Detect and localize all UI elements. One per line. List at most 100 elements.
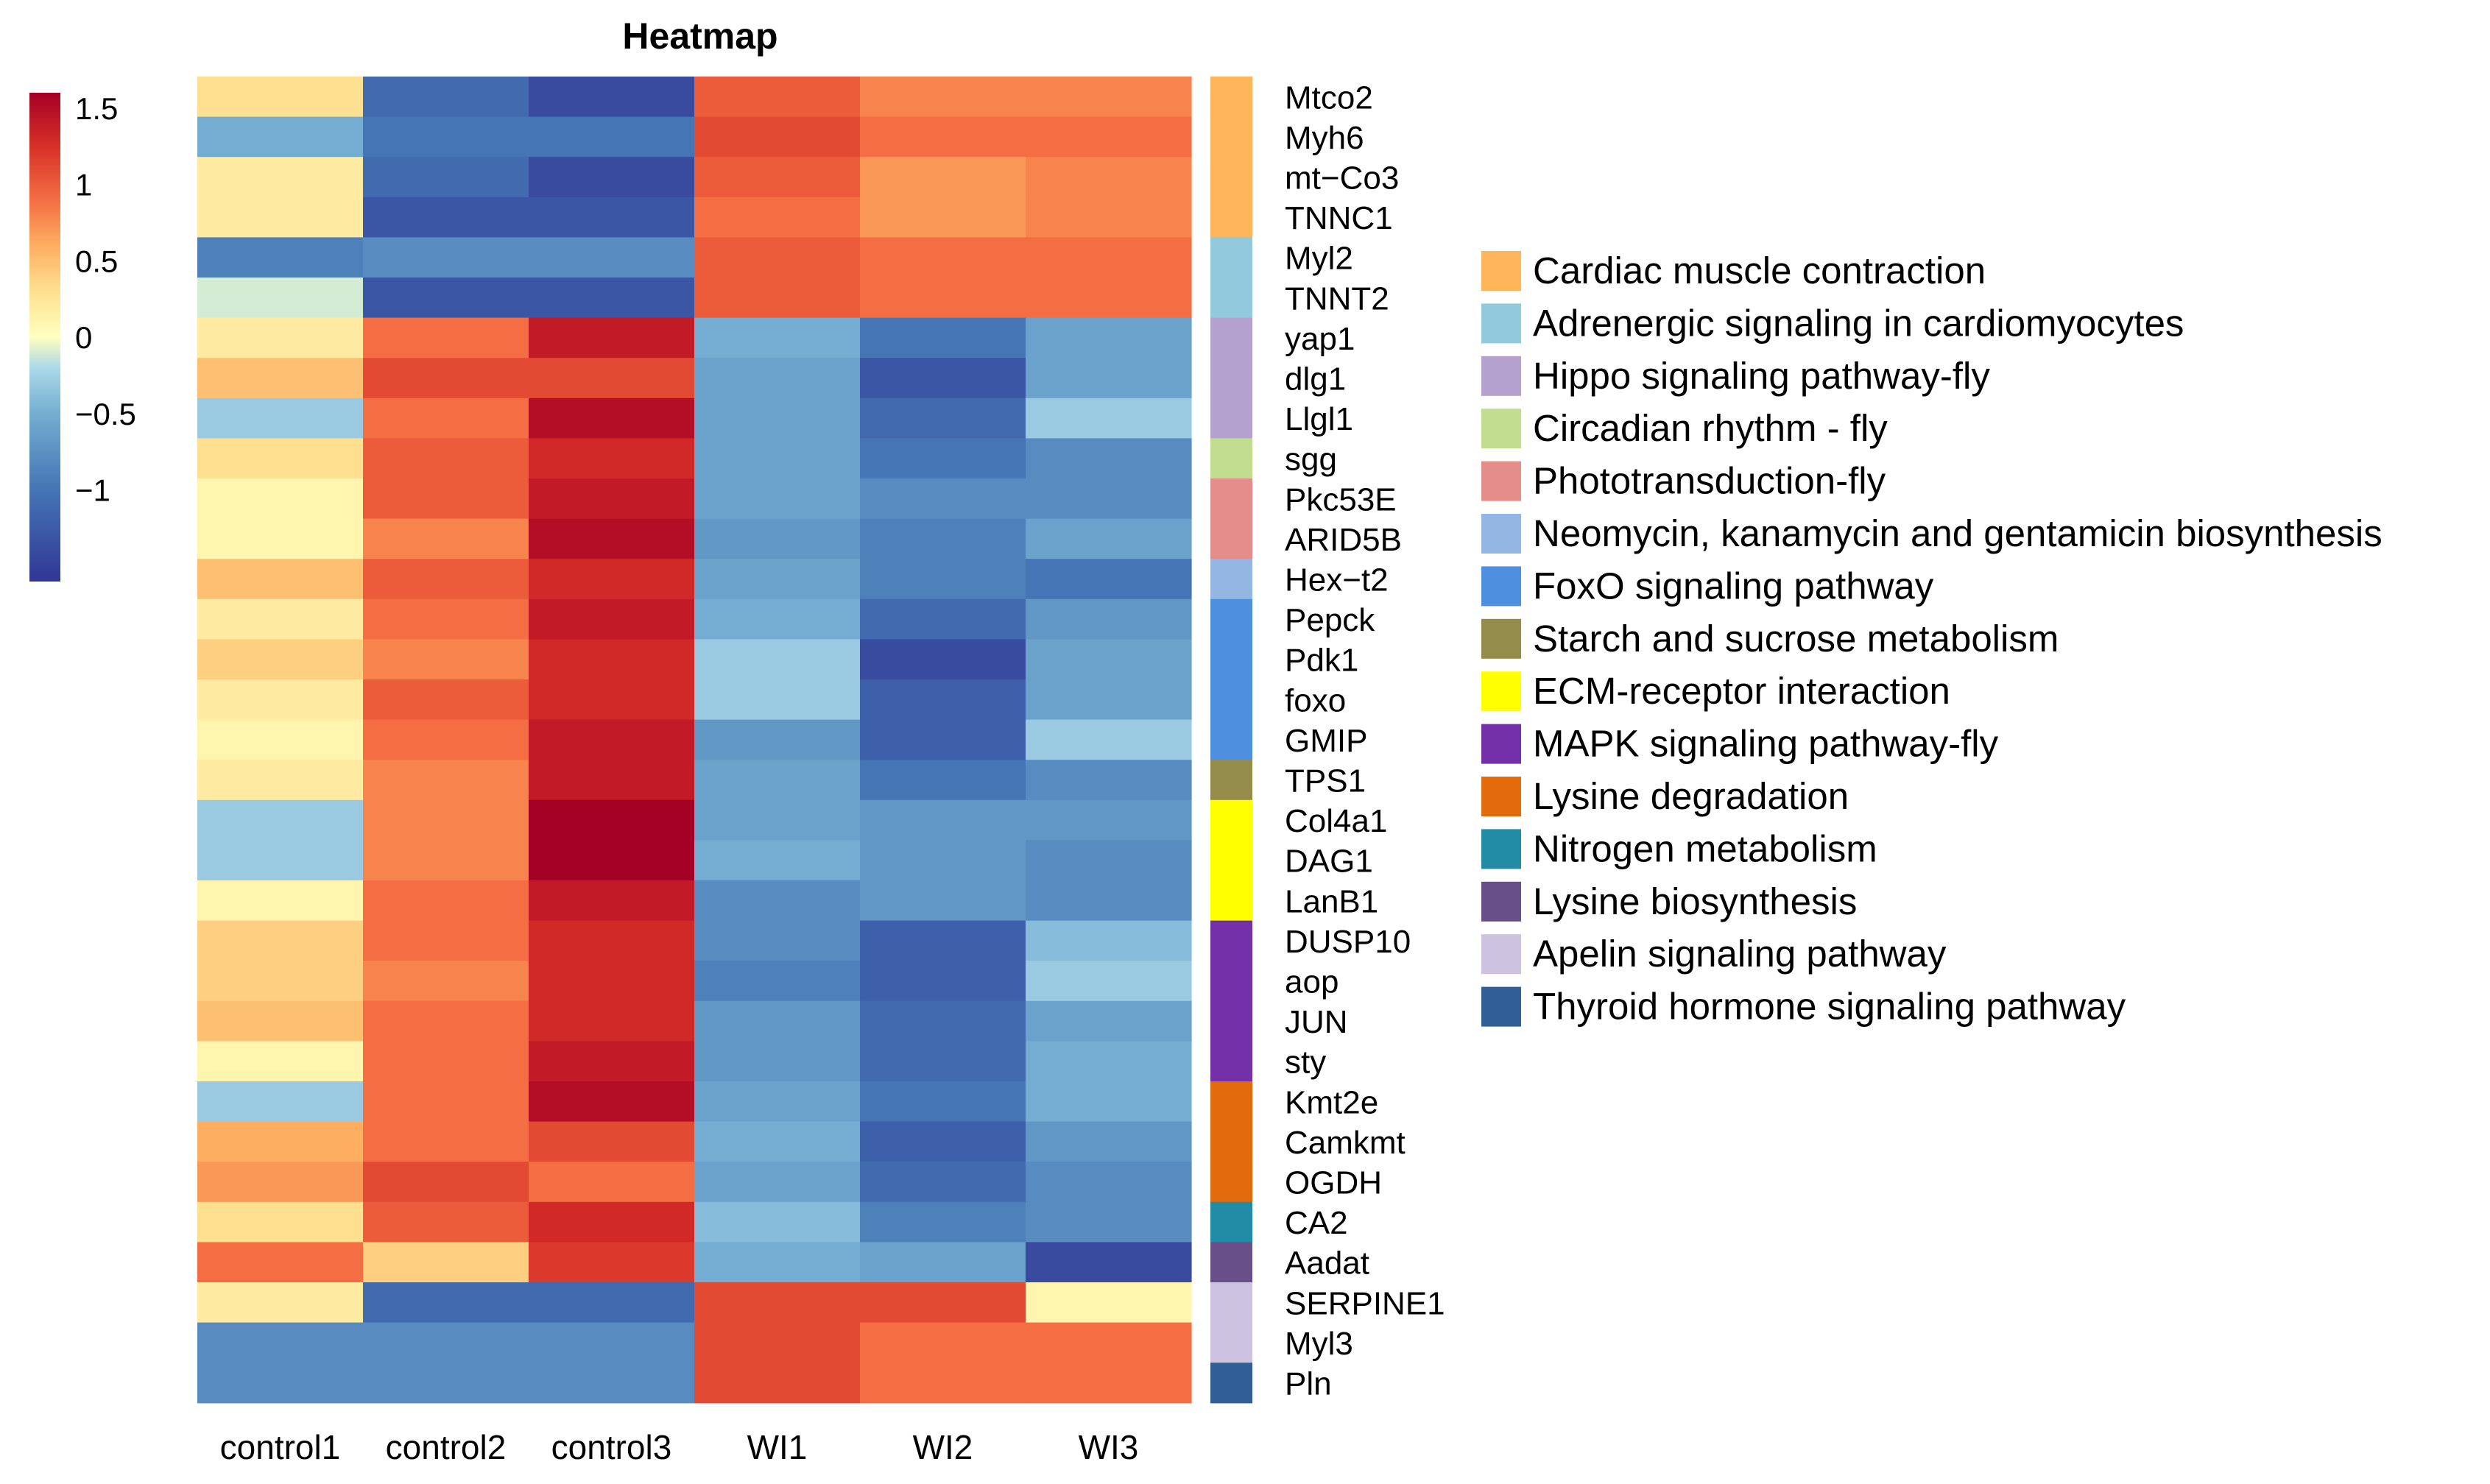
legend-swatch: [1481, 881, 1521, 922]
heatmap-cell: [363, 760, 529, 801]
pathway-strip-cell: [1210, 317, 1252, 358]
heatmap-cell: [694, 598, 861, 640]
color-scale-tick-label: −0.5: [75, 397, 136, 431]
pathway-strip-cell: [1210, 961, 1252, 1002]
pathway-strip-cell: [1210, 278, 1252, 319]
row-label: sgg: [1285, 442, 1337, 478]
heatmap-cell: [529, 1041, 695, 1082]
heatmap-cell: [694, 920, 861, 961]
heatmap-cell: [1026, 920, 1192, 961]
heatmap-cell: [1026, 1322, 1192, 1363]
row-label: Pln: [1285, 1366, 1332, 1402]
heatmap-cell: [860, 639, 1026, 680]
heatmap-cell: [860, 559, 1026, 600]
heatmap-cell: [197, 358, 364, 399]
row-label: dlg1: [1285, 361, 1346, 398]
heatmap-cell: [694, 1041, 861, 1082]
color-scale-legend: 1.5 1 0.5 0 −0.5 −1: [29, 91, 136, 582]
row-label: Myl3: [1285, 1326, 1353, 1362]
heatmap-cell: [860, 760, 1026, 801]
heatmap-cell: [197, 559, 364, 600]
chart-title: Heatmap: [622, 15, 777, 57]
heatmap-cell: [694, 398, 861, 439]
heatmap-cell: [363, 840, 529, 881]
legend-swatch: [1481, 724, 1521, 764]
heatmap-cell: [694, 478, 861, 520]
row-label: Aadat: [1285, 1246, 1369, 1282]
heatmap-cell: [694, 679, 861, 721]
column-label: WI2: [913, 1428, 973, 1466]
row-label: Pkc53E: [1285, 481, 1397, 517]
row-label: DAG1: [1285, 844, 1373, 880]
heatmap-cell: [363, 920, 529, 961]
color-scale-bar: [29, 93, 60, 582]
heatmap-cell: [694, 278, 861, 319]
heatmap-cell: [363, 1322, 529, 1363]
heatmap-cell: [694, 1081, 861, 1123]
heatmap-cell: [860, 438, 1026, 479]
heatmap-cell: [363, 317, 529, 358]
row-label: JUN: [1285, 1004, 1348, 1040]
heatmap-cell: [1026, 1041, 1192, 1082]
heatmap-cell: [1026, 478, 1192, 520]
heatmap-cell: [197, 1041, 364, 1082]
heatmap-cell: [197, 438, 364, 479]
heatmap-cell: [860, 880, 1026, 922]
row-label: Pepck: [1285, 602, 1375, 638]
column-label: WI1: [747, 1428, 808, 1466]
heatmap-cell: [860, 1201, 1026, 1243]
heatmap-cell: [1026, 116, 1192, 158]
heatmap-cell: [860, 1242, 1026, 1283]
heatmap-cell: [529, 840, 695, 881]
heatmap-cell: [363, 478, 529, 520]
pathway-strip-cell: [1210, 518, 1252, 559]
pathway-strip-cell: [1210, 880, 1252, 922]
heatmap-cell: [860, 197, 1026, 238]
legend-label: Starch and sucrose metabolism: [1533, 618, 2059, 660]
heatmap-cell: [860, 116, 1026, 158]
heatmap-cell: [1026, 197, 1192, 238]
heatmap-cell: [197, 398, 364, 439]
column-labels: control1 control2 control3 WI1 WI2 WI3: [220, 1428, 1139, 1466]
heatmap-cell: [860, 77, 1026, 118]
row-label: Col4a1: [1285, 803, 1387, 839]
heatmap-cell: [529, 920, 695, 961]
heatmap-cell: [860, 1282, 1026, 1324]
legend-swatch: [1481, 461, 1521, 501]
heatmap-cell: [197, 278, 364, 319]
legend-label: Apelin signaling pathway: [1533, 933, 1947, 975]
heatmap-cell: [529, 719, 695, 760]
pathway-strip-cell: [1210, 1081, 1252, 1123]
row-label: Llgl1: [1285, 401, 1353, 437]
row-label: sty: [1285, 1045, 1326, 1081]
heatmap-cell: [529, 1242, 695, 1283]
row-label: Pdk1: [1285, 643, 1358, 679]
heatmap-cell: [1026, 317, 1192, 358]
heatmap-cell: [363, 961, 529, 1002]
heatmap-cell: [363, 880, 529, 922]
heatmap-cell: [1026, 438, 1192, 479]
heatmap-cell: [694, 840, 861, 881]
heatmap-cell: [529, 157, 695, 198]
column-label: WI3: [1079, 1428, 1139, 1466]
row-label: Mtco2: [1285, 80, 1373, 116]
heatmap-cell: [529, 679, 695, 721]
heatmap-cell: [363, 1121, 529, 1162]
heatmap-cell: [694, 1121, 861, 1162]
heatmap-cell: [1026, 840, 1192, 881]
heatmap-cell: [529, 116, 695, 158]
heatmap-cell: [694, 518, 861, 559]
heatmap-cell: [860, 1162, 1026, 1203]
row-label: foxo: [1285, 682, 1346, 718]
heatmap-cell: [694, 719, 861, 760]
row-label: mt−Co3: [1285, 160, 1399, 197]
heatmap-cell: [694, 961, 861, 1002]
heatmap-cell: [363, 799, 529, 841]
heatmap-cell: [197, 1242, 364, 1283]
heatmap-cell: [197, 880, 364, 922]
legend-swatch: [1481, 777, 1521, 816]
heatmap-cell: [197, 197, 364, 238]
heatmap-cell: [529, 760, 695, 801]
heatmap-cell: [529, 639, 695, 680]
